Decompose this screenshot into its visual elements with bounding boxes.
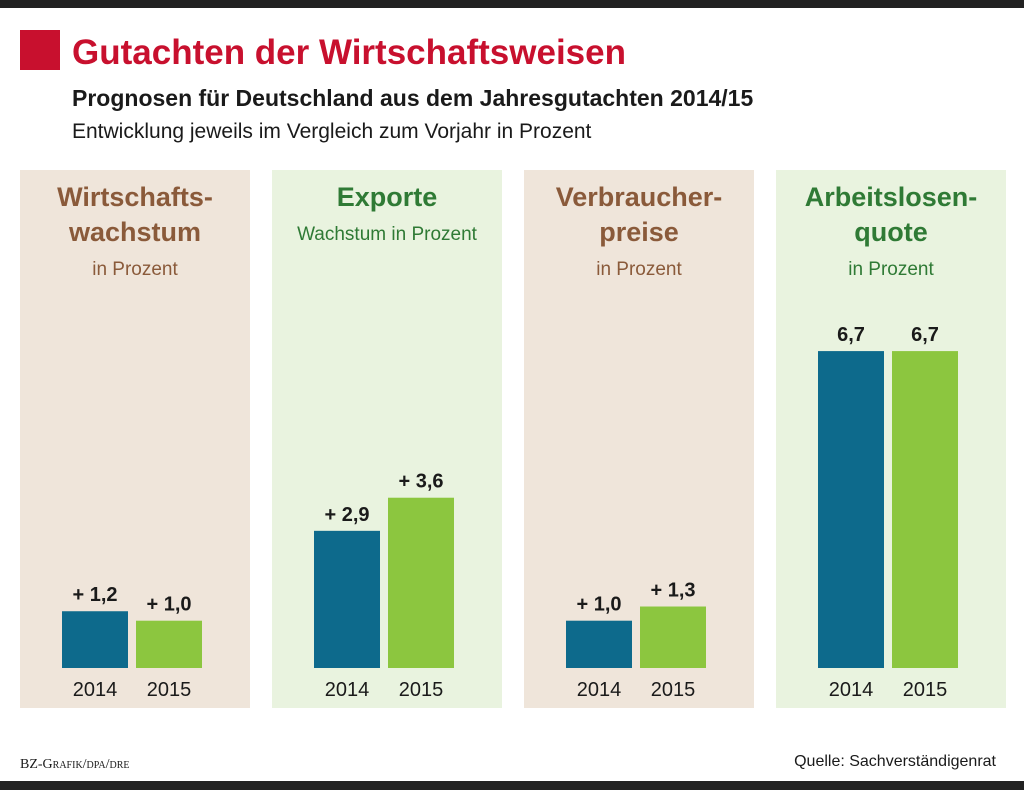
panel-title: Wirtschafts- xyxy=(57,182,213,212)
panel-title: Verbraucher- xyxy=(556,182,723,212)
x-tick-label: 2014 xyxy=(325,679,370,701)
value-label: + 1,0 xyxy=(576,594,621,616)
title: Gutachten der Wirtschaftsweisen xyxy=(72,33,626,72)
panel-background xyxy=(776,170,1006,708)
value-label: + 2,9 xyxy=(324,504,369,526)
bar xyxy=(566,620,632,668)
source: Quelle: Sachverständigenrat xyxy=(794,753,996,770)
panel-title: quote xyxy=(854,217,928,247)
panel-title: Exporte xyxy=(337,182,438,212)
panel-background xyxy=(524,170,754,708)
x-tick-label: 2015 xyxy=(147,679,192,701)
value-label: + 3,6 xyxy=(398,471,443,493)
title-square xyxy=(20,30,60,70)
x-tick-label: 2015 xyxy=(651,679,696,701)
x-tick-label: 2014 xyxy=(577,679,622,701)
bar xyxy=(136,620,202,668)
panel-subtitle: Wachstum in Prozent xyxy=(297,224,478,245)
value-label: 6,7 xyxy=(837,324,865,346)
bar xyxy=(388,497,454,668)
panel-background xyxy=(272,170,502,708)
panel-subtitle: in Prozent xyxy=(92,259,178,280)
bar xyxy=(314,530,380,668)
x-tick-label: 2015 xyxy=(903,679,948,701)
panel-background xyxy=(20,170,250,708)
value-label: 6,7 xyxy=(911,324,939,346)
bar xyxy=(818,351,884,668)
panel-title: preise xyxy=(599,217,679,247)
panel-subtitle: in Prozent xyxy=(596,259,682,280)
bottom-rule xyxy=(0,781,1024,790)
top-rule xyxy=(0,0,1024,8)
panel-title: Arbeitslosen- xyxy=(805,182,978,212)
credit: BZ-Grafik/dpa/dre xyxy=(20,757,130,772)
subtitle: Prognosen für Deutschland aus dem Jahres… xyxy=(72,85,753,111)
x-tick-label: 2015 xyxy=(399,679,444,701)
panel-title: wachstum xyxy=(68,217,201,247)
value-label: + 1,0 xyxy=(146,594,191,616)
x-tick-label: 2014 xyxy=(829,679,874,701)
bar xyxy=(640,606,706,668)
panel-subtitle: in Prozent xyxy=(848,259,934,280)
value-label: + 1,2 xyxy=(72,584,117,606)
note: Entwicklung jeweils im Vergleich zum Vor… xyxy=(72,120,592,143)
x-tick-label: 2014 xyxy=(73,679,118,701)
bar xyxy=(892,351,958,668)
bar xyxy=(62,611,128,668)
value-label: + 1,3 xyxy=(650,580,695,602)
